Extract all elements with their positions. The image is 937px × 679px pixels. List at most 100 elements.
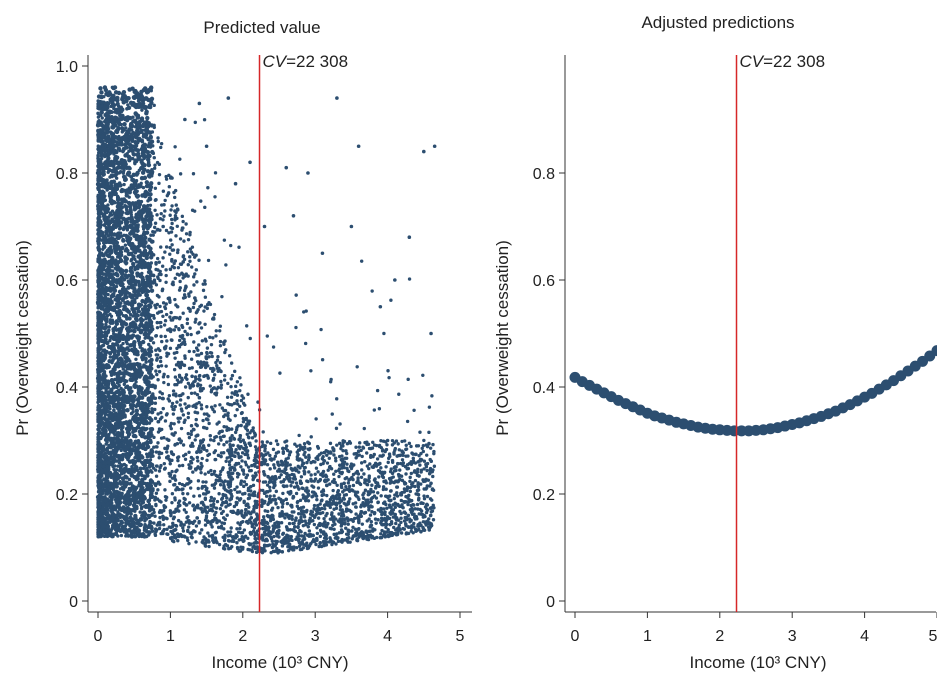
scatter-point bbox=[415, 470, 420, 474]
scatter-point bbox=[200, 486, 204, 490]
scatter-point bbox=[115, 240, 120, 245]
scatter-point bbox=[360, 468, 364, 472]
scatter-point bbox=[340, 529, 345, 534]
scatter-point bbox=[183, 385, 188, 389]
scatter-point bbox=[199, 303, 204, 308]
scatter-point bbox=[239, 439, 243, 444]
scatter-point bbox=[208, 499, 213, 503]
scatter-point bbox=[369, 520, 373, 524]
scatter-point bbox=[247, 492, 251, 497]
scatter-point bbox=[115, 374, 120, 378]
scatter-point bbox=[245, 432, 249, 436]
scatter-point bbox=[150, 407, 154, 411]
scatter-point bbox=[384, 487, 388, 491]
scatter-point bbox=[359, 259, 364, 263]
scatter-point bbox=[233, 450, 237, 454]
scatter-point bbox=[153, 533, 158, 538]
scatter-point bbox=[158, 523, 162, 527]
scatter-point bbox=[213, 516, 217, 521]
scatter-point bbox=[294, 491, 299, 496]
scatter-point bbox=[342, 439, 347, 444]
scatter-point bbox=[261, 443, 265, 447]
scatter-point bbox=[239, 398, 244, 403]
scatter-point bbox=[226, 96, 231, 100]
scatter-point bbox=[204, 492, 208, 496]
scatter-point bbox=[364, 498, 368, 502]
scatter-point bbox=[118, 487, 123, 491]
scatter-point bbox=[191, 252, 195, 256]
scatter-point bbox=[185, 516, 189, 520]
scatter-point bbox=[240, 451, 245, 455]
scatter-point bbox=[146, 203, 150, 208]
scatter-point bbox=[341, 448, 345, 453]
scatter-point bbox=[193, 120, 197, 125]
scatter-point bbox=[285, 533, 289, 537]
x-tick-label: 0 bbox=[94, 628, 103, 645]
scatter-point bbox=[215, 387, 219, 391]
scatter-point bbox=[176, 501, 181, 505]
scatter-point bbox=[224, 425, 229, 429]
scatter-point bbox=[299, 515, 303, 520]
scatter-point bbox=[350, 537, 354, 541]
scatter-point bbox=[417, 496, 421, 501]
scatter-point bbox=[247, 419, 252, 423]
scatter-point bbox=[397, 448, 401, 452]
scatter-point bbox=[190, 265, 194, 269]
scatter-point bbox=[314, 512, 318, 517]
scatter-point bbox=[166, 296, 170, 301]
scatter-point bbox=[411, 481, 415, 485]
scatter-point bbox=[389, 298, 393, 302]
scatter-point bbox=[386, 456, 391, 461]
scatter-point bbox=[170, 204, 174, 208]
scatter-point bbox=[286, 490, 290, 494]
scatter-point bbox=[197, 494, 202, 498]
scatter-point bbox=[96, 435, 100, 439]
scatter-point bbox=[181, 526, 185, 530]
scatter-point bbox=[334, 459, 338, 463]
scatter-point bbox=[407, 235, 412, 239]
scatter-point bbox=[312, 503, 317, 508]
scatter-point bbox=[159, 141, 164, 146]
scatter-point bbox=[236, 452, 240, 456]
scatter-point bbox=[379, 519, 384, 523]
scatter-point bbox=[177, 437, 182, 441]
scatter-point bbox=[193, 530, 197, 534]
scatter-point bbox=[155, 325, 160, 330]
scatter-point bbox=[250, 548, 254, 552]
scatter-point bbox=[427, 472, 432, 476]
scatter-point bbox=[368, 513, 373, 517]
scatter-point bbox=[169, 310, 173, 315]
scatter-point bbox=[203, 484, 207, 489]
scatter-point bbox=[422, 497, 427, 501]
scatter-point bbox=[335, 497, 339, 501]
scatter-point bbox=[161, 224, 165, 229]
scatter-point bbox=[335, 532, 339, 536]
scatter-point bbox=[111, 342, 115, 346]
scatter-point bbox=[216, 453, 221, 458]
scatter-point bbox=[294, 481, 299, 485]
scatter-point bbox=[170, 451, 174, 456]
scatter-point bbox=[211, 538, 215, 543]
scatter-point bbox=[164, 413, 169, 417]
scatter-point bbox=[321, 474, 325, 478]
scatter-point bbox=[280, 505, 285, 509]
scatter-point bbox=[233, 468, 237, 472]
scatter-point bbox=[374, 521, 378, 525]
scatter-point bbox=[195, 384, 200, 388]
scatter-point bbox=[213, 531, 218, 535]
scatter-point bbox=[186, 274, 190, 278]
scatter-point bbox=[154, 502, 158, 507]
scatter-point bbox=[193, 272, 197, 276]
scatter-point bbox=[389, 505, 393, 510]
scatter-point bbox=[167, 185, 172, 189]
scatter-point bbox=[163, 505, 168, 509]
scatter-point bbox=[254, 550, 259, 554]
scatter-point bbox=[385, 443, 389, 447]
scatter-point bbox=[232, 504, 237, 509]
scatter-point bbox=[223, 533, 227, 538]
scatter-point bbox=[164, 273, 168, 278]
scatter-point bbox=[203, 279, 207, 283]
scatter-point bbox=[192, 349, 196, 354]
scatter-point bbox=[300, 486, 304, 490]
scatter-point bbox=[205, 302, 210, 307]
